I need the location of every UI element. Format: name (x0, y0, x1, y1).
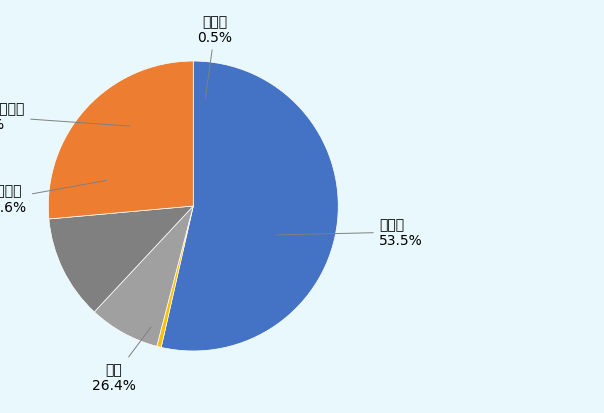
Text: 天然ガス
11.6%: 天然ガス 11.6% (0, 181, 106, 214)
Text: 石炭
26.4%: 石炭 26.4% (92, 327, 151, 392)
Text: 原子力
53.5%: 原子力 53.5% (276, 218, 423, 247)
Wedge shape (161, 62, 338, 351)
Wedge shape (49, 206, 193, 312)
Text: 再生可能エネルギー
7.9%: 再生可能エネルギー 7.9% (0, 102, 130, 132)
Wedge shape (157, 206, 193, 347)
Text: その他
0.5%: その他 0.5% (198, 15, 233, 100)
Wedge shape (94, 206, 193, 347)
Wedge shape (48, 62, 193, 219)
